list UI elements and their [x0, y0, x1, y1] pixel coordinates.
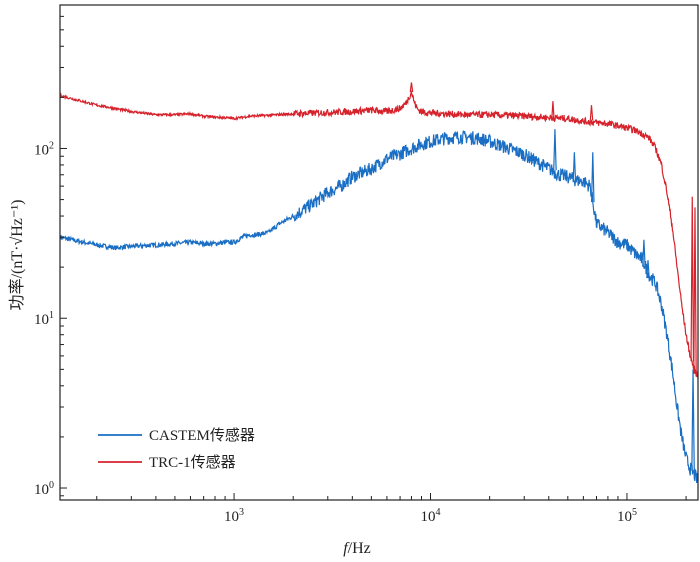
y-tick-label: 101 [34, 310, 54, 328]
y-tick-label: 102 [34, 140, 54, 158]
y-axis-label: 功率/(nT·√Hz⁻¹) [8, 200, 26, 311]
legend-label-castem: CASTEM传感器 [149, 427, 255, 444]
series-spike-0 [642, 239, 646, 267]
axis-tick-labels: 103 104 105 100 101 102 [34, 140, 637, 525]
series-spike-0 [646, 260, 650, 279]
x-axis-label: f/Hz [343, 540, 371, 557]
x-tick-label: 103 [224, 507, 244, 525]
series-spike-0 [590, 152, 595, 203]
x-tick-label: 104 [421, 507, 441, 525]
series-spike-0 [691, 369, 695, 471]
series-spike-1 [589, 105, 594, 121]
x-tick-label: 105 [617, 507, 637, 525]
series-spike-1 [693, 207, 697, 374]
series-line-1 [60, 89, 698, 379]
plot-area-frame [59, 4, 699, 501]
series-spike-1 [409, 82, 414, 93]
series-spike-1 [551, 101, 555, 121]
series-spike-0 [553, 129, 557, 171]
series-spike-0 [572, 152, 577, 183]
plot-curves [60, 82, 698, 483]
y-tick-label: 100 [34, 480, 54, 498]
legend: CASTEM传感器 TRC-1传感器 [98, 427, 255, 471]
legend-label-trc1: TRC-1传感器 [149, 454, 236, 471]
series-spike-1 [690, 196, 695, 362]
axis-ticks [60, 4, 687, 500]
